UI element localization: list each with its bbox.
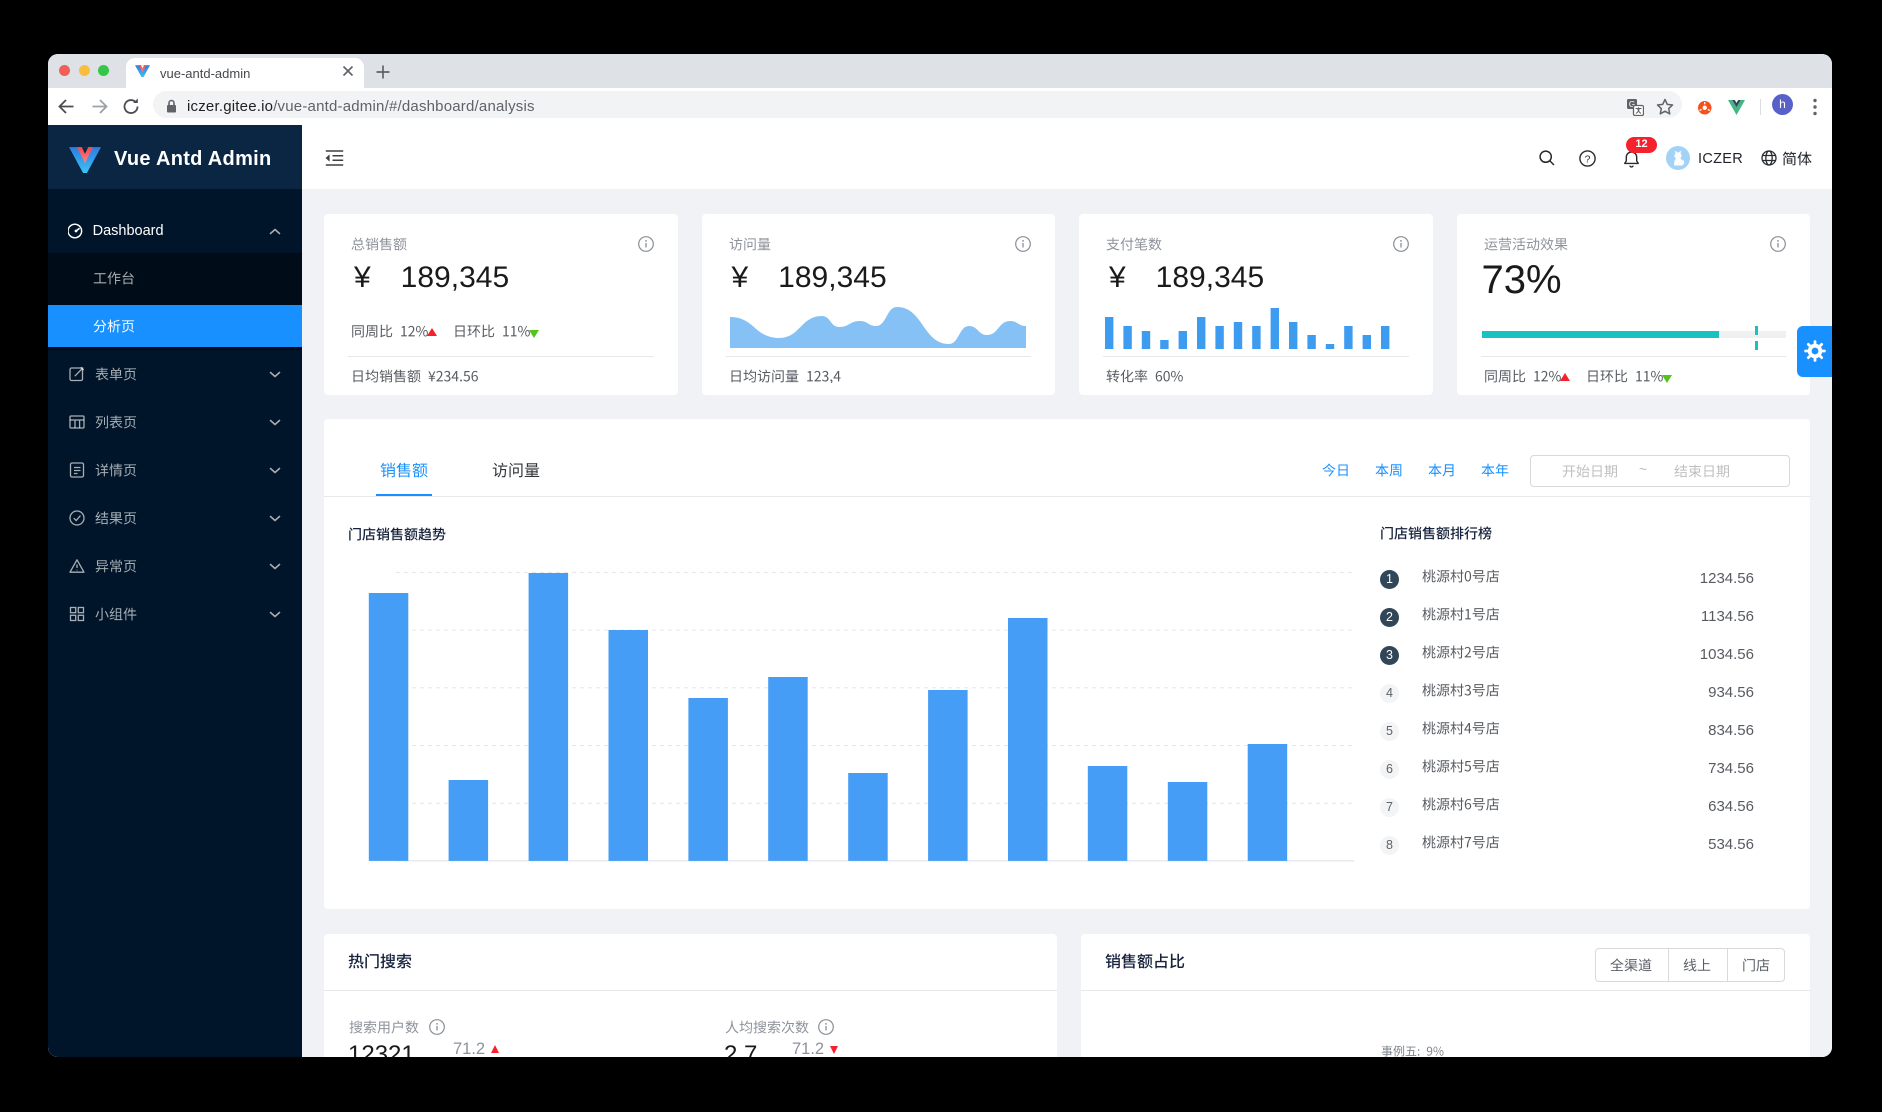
svg-text:G: G: [1629, 100, 1635, 109]
svg-text:?: ?: [1585, 153, 1591, 165]
